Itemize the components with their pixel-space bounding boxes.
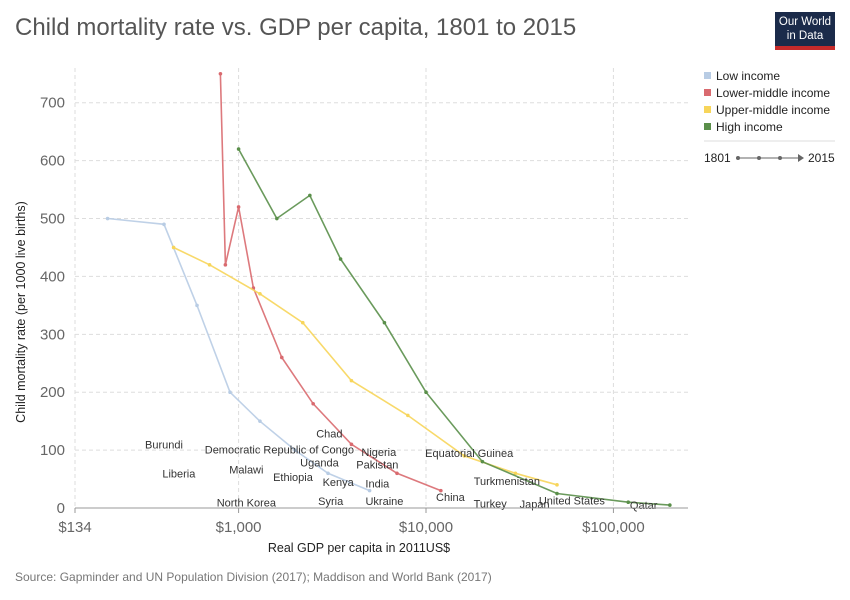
country-label: Turkmenistan	[474, 476, 540, 488]
timeline-end-label: 2015	[808, 151, 835, 165]
x-tick-label: $134	[58, 519, 91, 536]
series-point	[275, 216, 279, 221]
series-point	[480, 459, 485, 464]
legend-label: High income	[716, 120, 783, 134]
country-label: Malawi	[229, 464, 263, 476]
logo-line1: Our World	[778, 16, 832, 28]
y-tick-label: 400	[40, 268, 65, 285]
y-tick-label: 300	[40, 326, 65, 343]
timeline-end-arrow[interactable]	[798, 154, 804, 162]
x-tick-label: $100,000	[582, 519, 645, 536]
legend-swatch	[704, 123, 711, 130]
country-label: Nigeria	[361, 447, 397, 459]
series-point	[668, 503, 672, 507]
legend-swatch	[704, 106, 711, 113]
country-label: Ukraine	[365, 496, 403, 508]
axes: 0 100 200 300 400 500 600 700 $134 $1,000 $10,000 $…	[40, 95, 688, 536]
y-tick-label: 500	[40, 211, 65, 228]
y-tick-label: 700	[40, 95, 65, 112]
series-line	[237, 148, 670, 506]
series-point	[406, 413, 410, 418]
x-axis-label: Real GDP per capita in 2011US$	[268, 541, 450, 555]
series-point	[293, 448, 297, 452]
timeline-start-handle[interactable]	[736, 156, 740, 160]
series-point	[382, 320, 387, 325]
timeline-mark	[778, 156, 782, 160]
country-label: Syria	[318, 496, 344, 508]
series-point	[207, 263, 212, 267]
timeline-slider[interactable]: 1801 2015	[704, 151, 835, 165]
series-point	[349, 378, 354, 383]
owid-logo[interactable]: Our World in Data	[775, 12, 835, 50]
country-label: Uganda	[300, 457, 339, 469]
country-label: North Korea	[217, 497, 277, 509]
country-label: Pakistan	[356, 460, 398, 472]
country-label: Kenya	[323, 477, 355, 489]
series-point	[555, 491, 559, 496]
series-point	[162, 222, 166, 227]
timeline-start-label: 1801	[704, 151, 731, 165]
legend-label: Low income	[716, 69, 780, 83]
source-note: Source: Gapminder and UN Population Divi…	[15, 570, 492, 584]
series-point	[218, 71, 223, 76]
series-point	[279, 355, 284, 360]
logo-line2: in Data	[786, 30, 824, 42]
series-line	[107, 217, 370, 492]
series-point	[195, 303, 199, 308]
y-tick-label: 0	[57, 500, 65, 517]
series-point	[424, 390, 428, 395]
country-label: Burundi	[145, 439, 183, 451]
country-label: Ethiopia	[273, 472, 314, 484]
series-point	[395, 471, 399, 476]
series-point	[367, 488, 372, 493]
chart-title: Child mortality rate vs. GDP per capita,…	[15, 14, 577, 41]
series-point	[349, 442, 354, 447]
country-annotations: Burundi Democratic Republic of Congo Chad N…	[145, 428, 658, 512]
timeline-mark	[757, 156, 761, 160]
country-label: United States	[539, 496, 606, 508]
x-tick-label: $10,000	[399, 519, 453, 536]
y-tick-label: 600	[40, 153, 65, 170]
series-point	[311, 401, 315, 406]
series-point	[626, 500, 631, 505]
country-label: Equatorial Guinea	[425, 448, 514, 460]
legend-label: Upper-middle income	[716, 103, 830, 117]
series-point	[462, 454, 467, 458]
series-point	[513, 471, 518, 476]
y-axis-label: Child mortality rate (per 1000 live birt…	[14, 201, 28, 423]
series-lines	[105, 71, 672, 507]
series-point	[228, 390, 232, 395]
country-label: Chad	[316, 428, 342, 440]
series-point	[300, 320, 305, 325]
series-point	[236, 147, 241, 151]
y-tick-label: 100	[40, 442, 65, 459]
series-point	[338, 257, 343, 261]
series-point	[555, 483, 559, 487]
series-point	[308, 193, 312, 198]
series-point	[223, 263, 228, 267]
country-label: Turkey	[474, 498, 508, 510]
series-point	[105, 216, 110, 221]
series-point	[171, 245, 176, 250]
country-label: Qatar	[630, 500, 658, 512]
series-point	[326, 471, 330, 476]
country-label: Liberia	[162, 468, 196, 480]
country-label: Democratic Republic of Congo	[205, 445, 354, 457]
series-point	[236, 205, 241, 209]
y-tick-label: 200	[40, 384, 65, 401]
country-label: India	[365, 479, 390, 491]
country-label: China	[436, 492, 466, 504]
gridlines	[74, 68, 688, 509]
legend-swatch	[704, 89, 711, 96]
legend[interactable]: Low income Lower-middle income Upper-middl…	[704, 69, 835, 142]
series-point	[258, 291, 262, 296]
x-tick-label: $1,000	[216, 519, 262, 536]
series-point	[258, 419, 262, 423]
country-label: Japan	[520, 499, 550, 511]
series-point	[439, 488, 443, 493]
legend-swatch	[704, 72, 711, 79]
legend-label: Lower-middle income	[716, 86, 830, 100]
